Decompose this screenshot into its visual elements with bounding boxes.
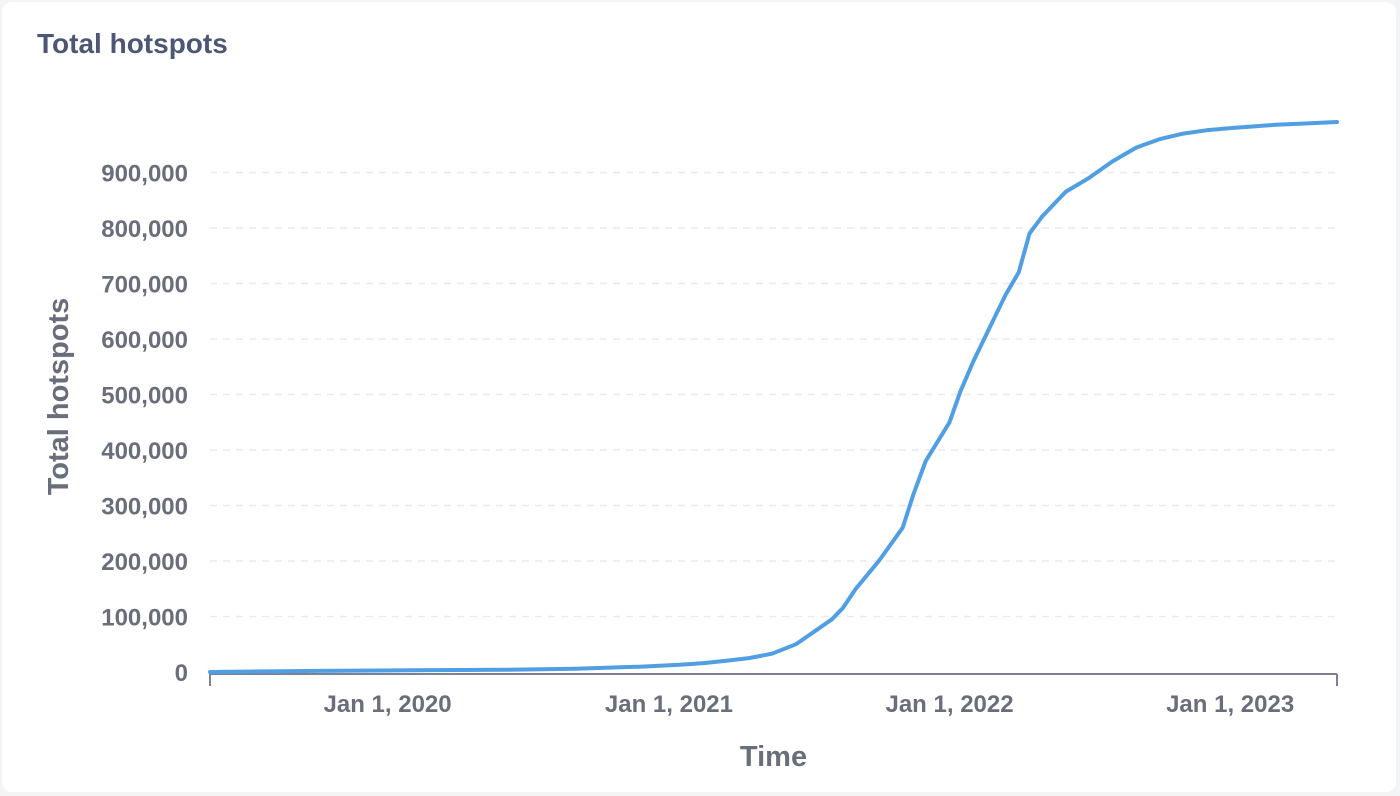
y-axis-ticks: 0 100,000 200,000 300,000 400,000 500,000 600,…	[101, 161, 188, 688]
x-tick-label: Jan 1, 2020	[324, 691, 452, 718]
y-tick-label: 400,000	[101, 438, 188, 465]
y-tick-label: 100,000	[101, 605, 188, 632]
y-tick-label: 900,000	[101, 161, 188, 188]
gridlines	[210, 171, 1337, 618]
x-tick-label: Jan 1, 2021	[605, 691, 733, 718]
y-tick-label: 500,000	[101, 383, 188, 410]
y-tick-label: 300,000	[101, 494, 188, 521]
y-tick-label: 800,000	[101, 216, 188, 243]
y-tick-label: 600,000	[101, 327, 188, 354]
x-tick-label: Jan 1, 2023	[1166, 691, 1294, 718]
y-tick-label: 0	[175, 660, 188, 687]
y-tick-label: 200,000	[101, 549, 188, 576]
y-tick-label: 700,000	[101, 272, 188, 299]
series-line-total-hotspots	[208, 120, 1339, 674]
chart-title: Total hotspots	[37, 28, 228, 59]
x-axis-title: Time	[740, 741, 807, 773]
y-axis-title: Total hotspots	[43, 298, 75, 496]
x-tick-label: Jan 1, 2022	[885, 691, 1013, 718]
x-axis-ticks: Jan 1, 2020 Jan 1, 2021 Jan 1, 2022 Jan 1, …	[324, 691, 1295, 718]
